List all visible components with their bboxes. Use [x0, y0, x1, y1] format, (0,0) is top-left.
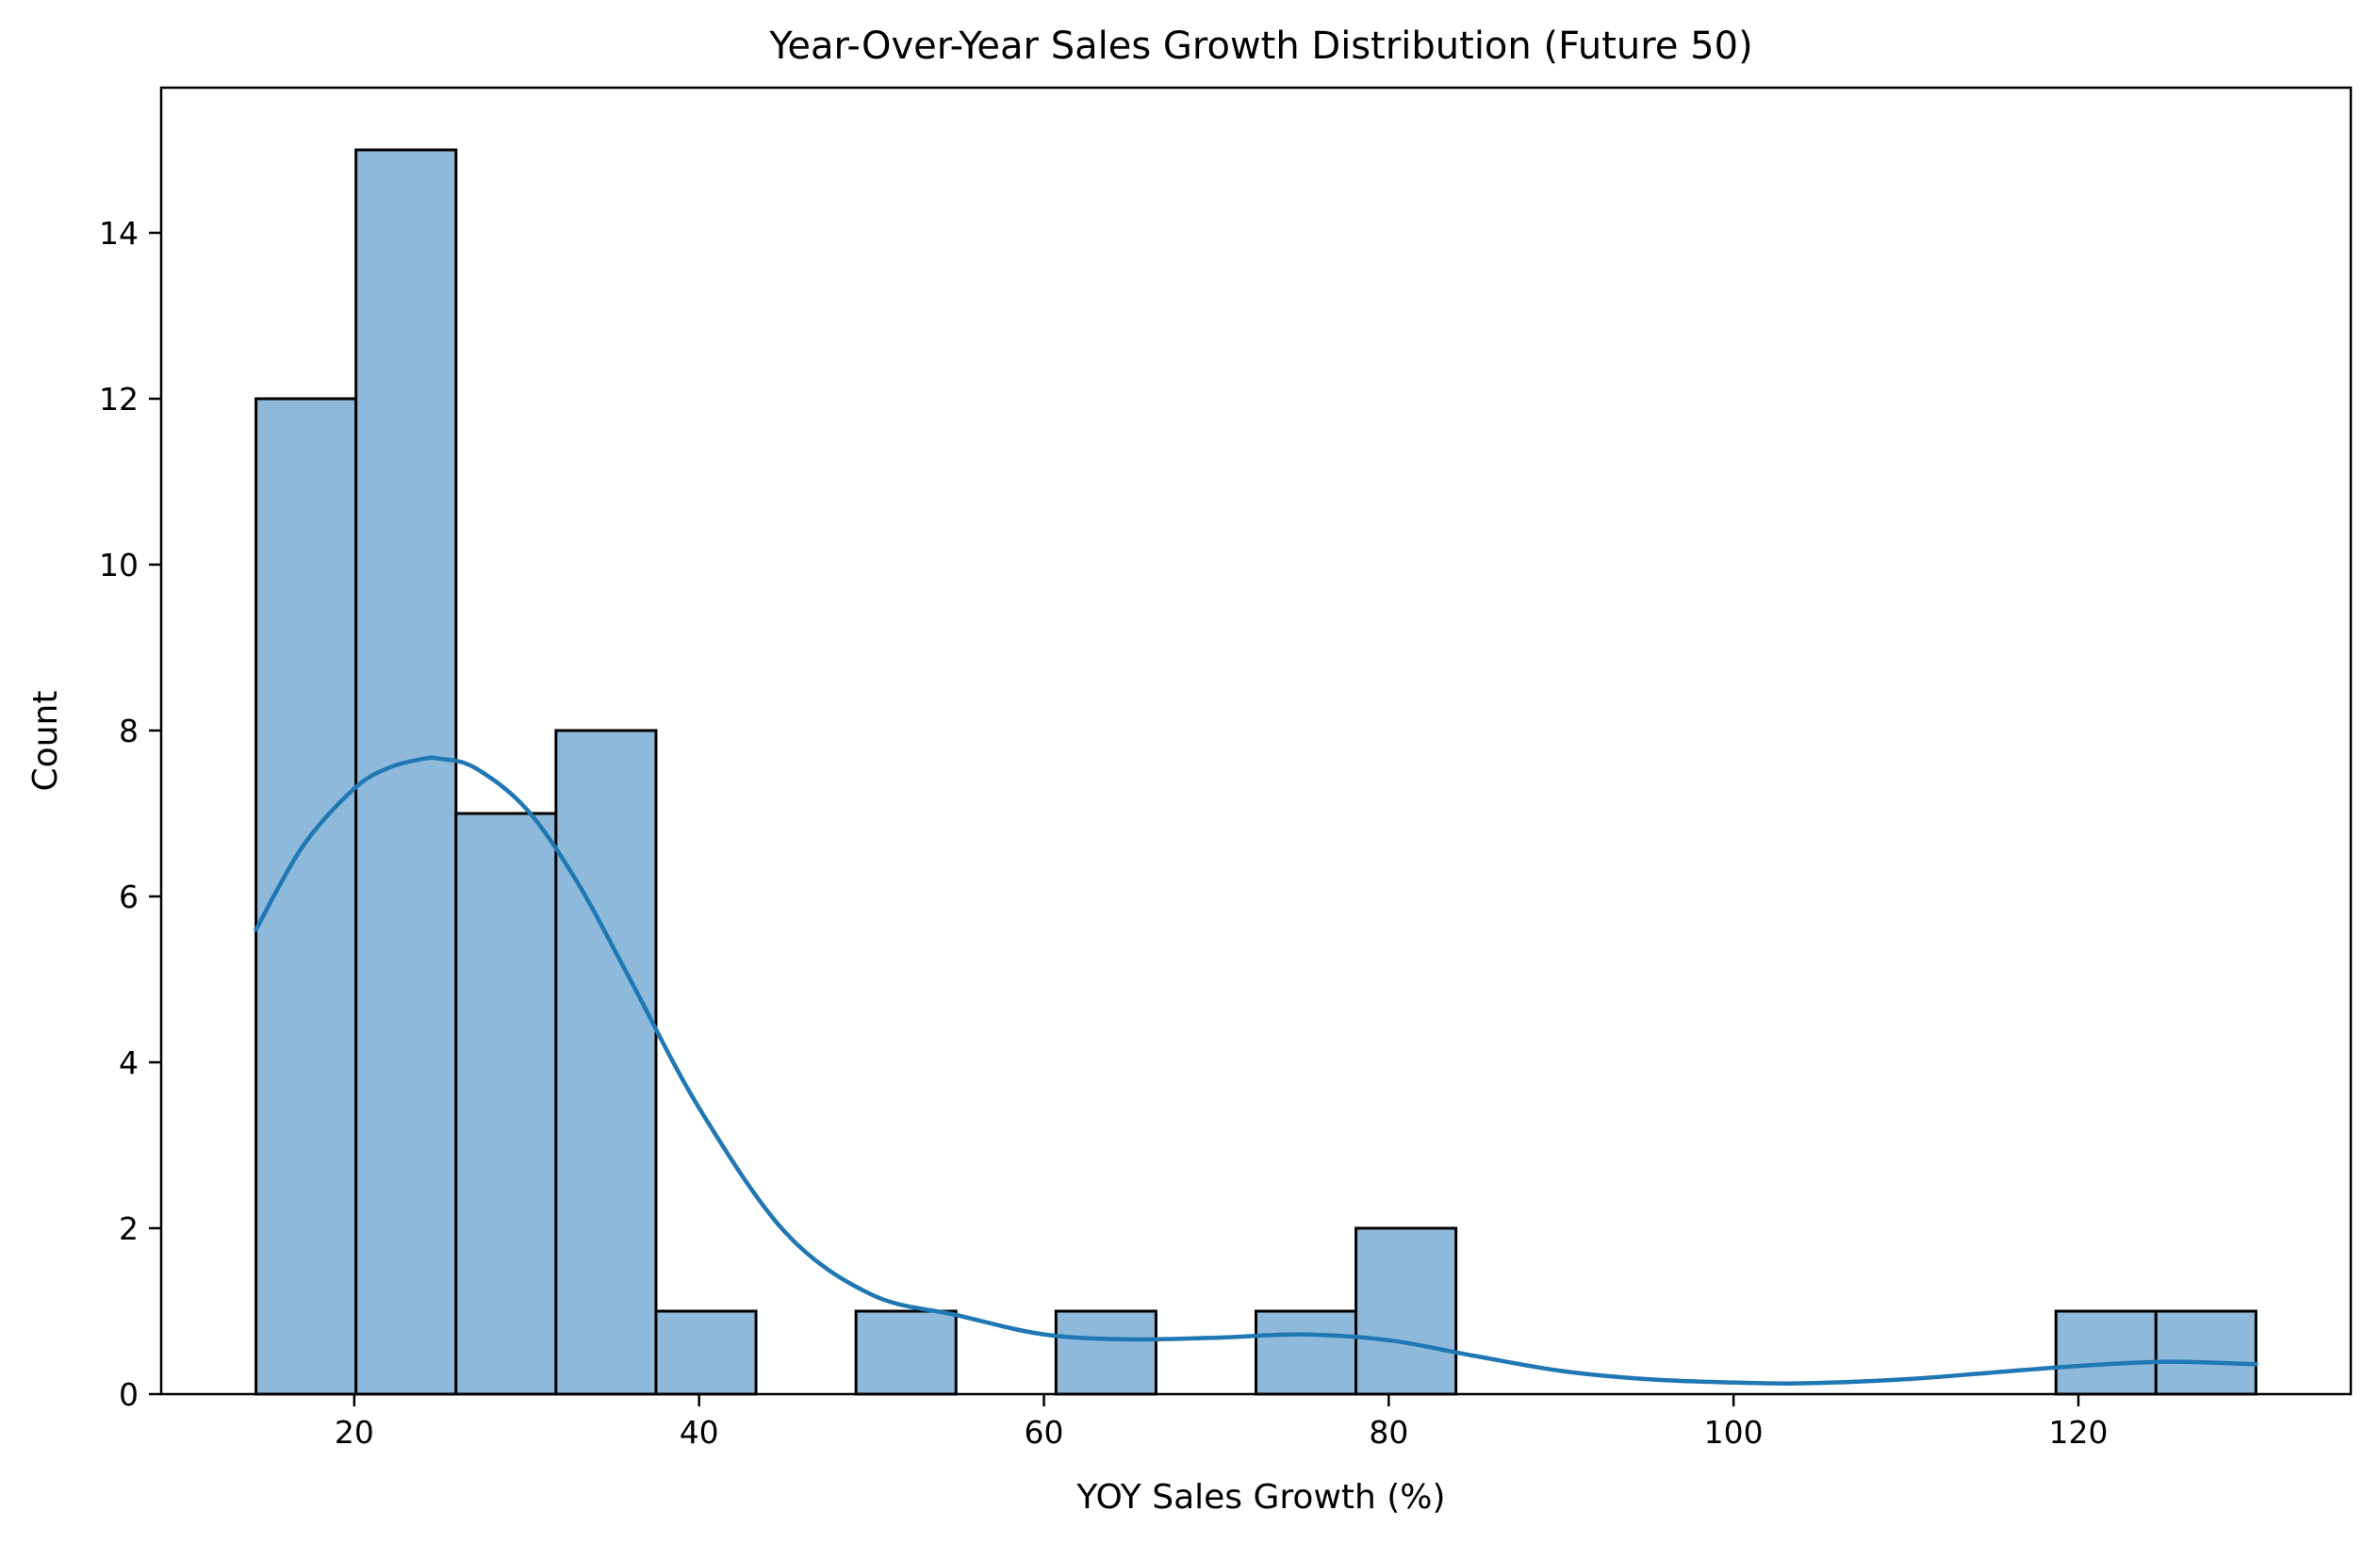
x-tick-label: 40 [680, 1414, 719, 1451]
x-tick-label: 20 [335, 1414, 374, 1451]
histogram-bar [1354, 1226, 1458, 1396]
x-axis-label: YOY Sales Growth (%) [1075, 1478, 1445, 1517]
chart-title: Year-Over-Year Sales Growth Distribution… [768, 25, 1752, 68]
x-tick-label: 80 [1369, 1414, 1408, 1451]
histogram-bars [254, 148, 2257, 1396]
y-tick-label: 10 [99, 547, 139, 583]
y-tick-label: 4 [119, 1044, 139, 1081]
kde-curve [254, 755, 2258, 1387]
y-tick-label: 2 [119, 1210, 139, 1247]
histogram-bar [854, 1309, 958, 1396]
histogram-bar [1255, 1309, 1358, 1396]
kde-curve-layer [254, 755, 2258, 1387]
x-tick-label: 120 [2048, 1414, 2108, 1451]
y-axis-ticks: 0 2 4 6 8 10 12 14 [99, 215, 161, 1413]
histogram-bar [454, 812, 558, 1396]
x-axis-ticks: 20 40 60 80 100 120 [335, 1394, 2108, 1451]
y-tick-label: 12 [99, 381, 139, 418]
y-tick-label: 14 [99, 215, 139, 252]
y-tick-label: 8 [119, 713, 139, 749]
histogram-bar [354, 148, 458, 1396]
plot-frame [159, 86, 2353, 1396]
y-tick-label: 0 [119, 1376, 139, 1413]
histogram-bar [2154, 1309, 2257, 1396]
x-tick-label: 60 [1025, 1414, 1064, 1451]
histogram-bar [254, 397, 358, 1396]
histogram-bar [554, 729, 658, 1396]
histogram-bar [654, 1309, 758, 1396]
x-tick-label: 100 [1704, 1414, 1764, 1451]
histogram-bar [1054, 1309, 1157, 1396]
histogram-bar [2054, 1309, 2158, 1396]
y-tick-label: 6 [119, 879, 139, 915]
y-axis-label: Count [26, 691, 65, 792]
